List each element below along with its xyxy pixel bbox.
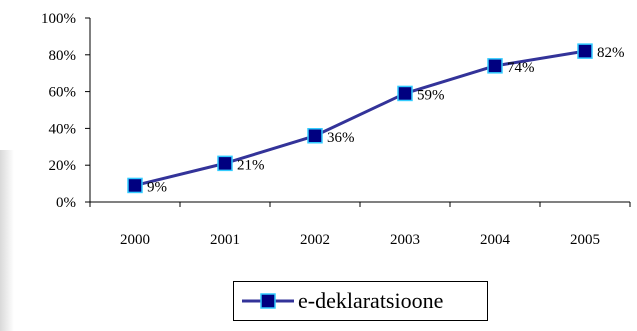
x-tick-label: 2004 [480,232,511,248]
data-series [127,43,593,194]
left-edge-shading [0,150,14,331]
y-tick-label: 80% [49,48,77,64]
legend-square-marker [260,293,276,309]
y-tick-label: 0% [56,195,76,211]
y-tick-label: 100% [41,11,76,27]
legend: e-deklaratsioone [233,281,488,321]
y-tick-label: 20% [49,158,77,174]
data-point-marker [577,43,593,59]
data-labels: 9% 21% 36% 59% 74% 82% [147,45,625,195]
y-axis-ticks: 0% 20% 40% 60% 80% 100% [41,11,90,211]
y-tick-label: 40% [49,121,77,137]
data-point-marker [127,177,143,194]
data-label: 74% [507,60,535,76]
data-label: 82% [597,45,625,61]
data-point-marker [307,128,323,144]
x-axis-ticks: 2000 2001 2002 2003 2004 2005 [89,202,631,248]
series-line [134,49,586,187]
data-point-marker [487,58,503,74]
data-point-marker [397,85,413,102]
legend-marker-icon [242,293,294,309]
x-tick-label: 2003 [390,232,420,248]
data-label: 36% [327,130,355,146]
x-tick-label: 2005 [570,232,600,248]
legend-series-name: e-deklaratsioone [298,288,444,313]
x-tick-label: 2000 [120,232,150,248]
x-tick-label: 2001 [210,232,240,248]
data-point-marker [217,155,233,172]
data-label: 9% [147,179,167,195]
data-label: 59% [417,87,445,103]
y-tick-label: 60% [49,85,77,101]
data-label: 21% [237,157,265,173]
x-tick-label: 2002 [300,232,330,248]
chart-axes [89,18,630,203]
